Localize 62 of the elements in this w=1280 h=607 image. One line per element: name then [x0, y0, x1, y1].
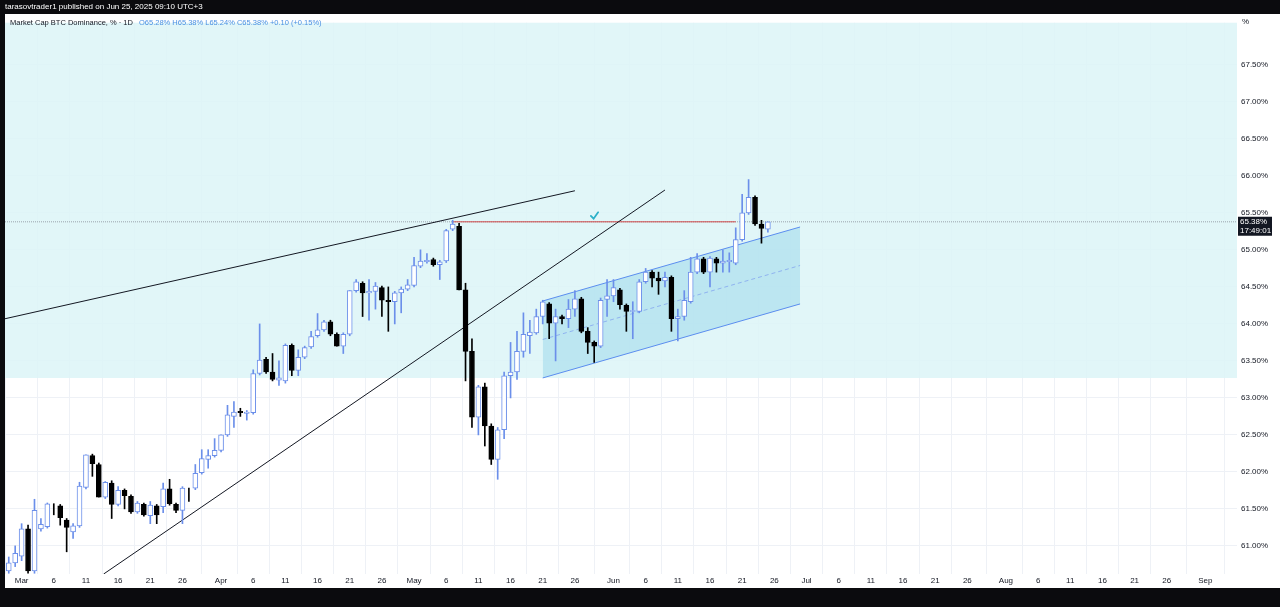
x-tick-label: 6: [836, 576, 842, 585]
x-tick-label: 6: [444, 576, 449, 585]
x-tick-label: 26: [1162, 576, 1172, 585]
y-tick-label: 63.00%: [1241, 393, 1269, 403]
y-tick-label: 65.50%: [1241, 208, 1269, 218]
x-tick-label: 26: [769, 576, 780, 585]
x-tick-label: 21: [737, 576, 748, 585]
x-tick-label: Jun: [607, 576, 620, 585]
y-tick-label: 62.00%: [1241, 467, 1269, 477]
y-tick-label: 67.50%: [1241, 60, 1269, 70]
text: 17:49:01: [1240, 226, 1272, 236]
x-tick-label: 11: [474, 576, 484, 585]
candlestick: [205, 449, 212, 469]
x-tick-label: 21: [538, 576, 548, 585]
y-tick-label: 65.00%: [1241, 245, 1269, 255]
y-tick-label: 64.50%: [1241, 282, 1269, 292]
x-tick-label: 21: [930, 576, 941, 585]
x-tick-label: 21: [345, 576, 355, 585]
x-tick-label: 26: [377, 576, 387, 585]
x-tick-label: 16: [113, 576, 124, 585]
x-tick-label: May: [406, 576, 422, 585]
x-tick-label: 6: [51, 576, 57, 585]
x-tick-label: Aug: [998, 576, 1014, 585]
candlestick: [231, 401, 237, 428]
x-tick-label: 16: [506, 576, 516, 585]
x-tick-label: Apr: [214, 576, 228, 585]
x-tick-label: 6: [1035, 576, 1041, 585]
x-tick-label: 11: [866, 576, 876, 585]
candlestick: [436, 259, 443, 280]
y-tick-label: 61.50%: [1241, 504, 1269, 514]
y-tick-label: 66.50%: [1241, 134, 1269, 144]
candlestick: [604, 279, 610, 317]
x-tick-label: 16: [1097, 576, 1108, 585]
y-tick-label: 62.50%: [1241, 430, 1269, 440]
x-tick-label: 26: [570, 576, 580, 585]
ref-line-label: 65.38%: [1240, 217, 1268, 227]
y-tick-label: 63.50%: [1241, 356, 1269, 366]
candlestick: [243, 410, 250, 421]
x-tick-label: 16: [705, 576, 715, 585]
x-tick-label: 11: [673, 576, 683, 585]
x-tick-label: 16: [898, 576, 908, 585]
chart-subtitle: tarasovtrader1 published on Jun 25, 2025 09:10 UTC+3: [5, 2, 203, 11]
y-tick-label: 67.00%: [1241, 97, 1269, 107]
x-tick-label: Sep: [1198, 576, 1214, 585]
y-axis-title: %: [1242, 17, 1250, 27]
candlestick: [675, 308, 681, 342]
y-tick-label: 64.00%: [1241, 319, 1269, 329]
x-tick-label: 26: [178, 576, 188, 585]
x-tick-label: 6: [251, 576, 256, 585]
x-tick-label: 11: [81, 576, 91, 585]
x-tick-label: 21: [1130, 576, 1140, 585]
x-tick-label: 16: [313, 576, 323, 585]
y-tick-label: 66.00%: [1241, 171, 1269, 181]
x-tick-label: 11: [1066, 576, 1075, 585]
x-tick-label: Mar: [14, 576, 29, 585]
x-tick-label: 21: [145, 576, 156, 585]
x-tick-label: 6: [643, 576, 649, 585]
y-tick-label: 61.00%: [1241, 541, 1269, 551]
x-tick-label: Jul: [801, 576, 812, 585]
x-tick-label: 11: [281, 576, 291, 585]
candlestick: [720, 249, 726, 273]
x-tick-label: 26: [962, 576, 973, 585]
